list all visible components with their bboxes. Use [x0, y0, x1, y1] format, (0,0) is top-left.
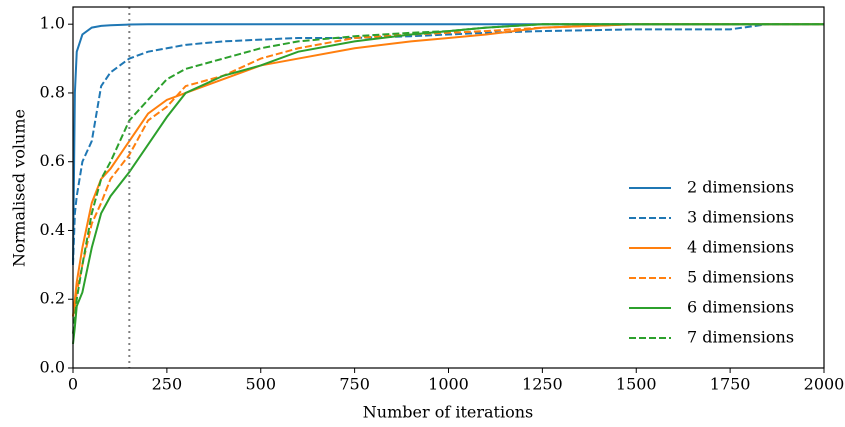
- y-tick-label: 1.0: [40, 14, 65, 33]
- x-axis-label: Number of iterations: [363, 403, 533, 422]
- x-tick-label: 250: [152, 375, 183, 394]
- series-line: [72, 23, 824, 334]
- y-tick-label: 0.4: [40, 220, 65, 239]
- x-tick-label: 500: [245, 375, 276, 394]
- x-tick-label: 750: [339, 375, 370, 394]
- x-tick-label: 1750: [710, 375, 751, 394]
- plot-frame: [72, 6, 825, 369]
- x-tick-label: 1250: [522, 375, 563, 394]
- x-tick-label: 1000: [428, 375, 469, 394]
- y-axis-label: Normalised volume: [10, 109, 29, 267]
- legend-label: 6 dimensions: [687, 298, 794, 317]
- x-tick-label: 0: [68, 375, 78, 394]
- legend-label: 2 dimensions: [687, 178, 794, 197]
- y-tick-label: 0.2: [40, 289, 65, 308]
- x-tick-label: 1500: [616, 375, 657, 394]
- legend-label: 4 dimensions: [687, 238, 794, 257]
- legend-label: 5 dimensions: [687, 268, 794, 287]
- legend-label: 7 dimensions: [687, 328, 794, 347]
- y-tick-label: 0.0: [40, 358, 65, 377]
- series-line: [72, 23, 824, 317]
- series-line: [72, 23, 824, 265]
- x-tick-label: 2000: [804, 375, 845, 394]
- y-tick-label: 0.8: [40, 82, 65, 101]
- legend-label: 3 dimensions: [687, 208, 794, 227]
- y-tick-label: 0.6: [40, 151, 65, 170]
- series-line: [72, 23, 824, 265]
